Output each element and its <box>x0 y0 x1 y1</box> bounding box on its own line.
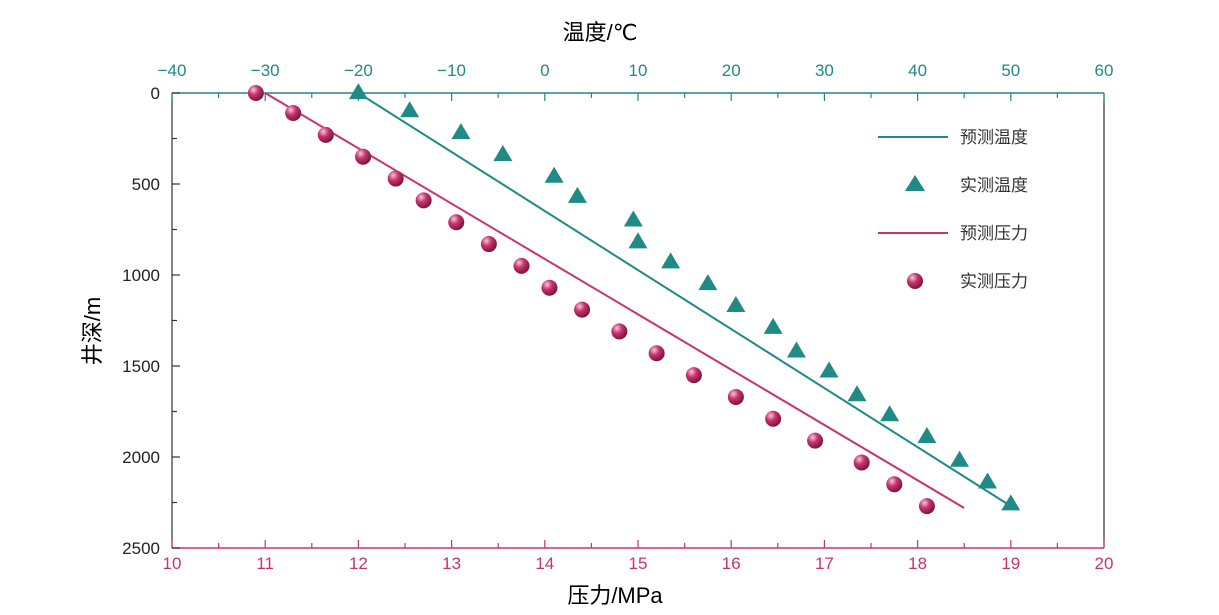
measured-temperature-point <box>819 361 839 378</box>
bottom-tick-label: 13 <box>442 554 461 573</box>
measured-temperature-point <box>950 450 970 467</box>
legend-circle-swatch <box>907 273 923 289</box>
measured-pressure-point <box>918 498 935 515</box>
measured-pressure-point <box>513 257 530 274</box>
measured-pressure-point <box>727 388 744 405</box>
predicted-temperature-line <box>357 92 1012 507</box>
bottom-tick-label: 11 <box>256 554 274 573</box>
measured-temperature-point <box>400 101 420 118</box>
left-axis-title: 井深/m <box>80 297 105 365</box>
bottom-tick-label: 19 <box>1001 554 1020 573</box>
top-tick-label: 30 <box>815 61 834 80</box>
measured-temperature-point <box>348 83 368 100</box>
measured-pressure-point <box>355 148 372 165</box>
measured-pressure-point <box>648 345 665 362</box>
left-tick-label: 1500 <box>122 357 160 376</box>
measured-pressure-point <box>765 410 782 427</box>
top-tick-label: −30 <box>251 61 280 80</box>
axis-ticks <box>171 92 1105 549</box>
series-marks <box>247 83 1021 515</box>
bottom-axis-title: 压力/MPa <box>567 583 663 608</box>
measured-temperature-point <box>786 341 806 358</box>
measured-temperature-point <box>726 296 746 313</box>
bottom-tick-label: 15 <box>629 554 648 573</box>
measured-temperature-point <box>451 123 471 140</box>
measured-temperature-point <box>544 166 564 183</box>
plot-frame <box>171 92 1105 549</box>
measured-pressure-point <box>541 279 558 296</box>
measured-temperature-point <box>628 232 648 249</box>
left-tick-label: 2500 <box>122 539 160 558</box>
top-tick-label: −10 <box>437 61 466 80</box>
top-tick-label: 60 <box>1095 61 1114 80</box>
measured-pressure-point <box>317 126 334 143</box>
measured-temperature-point <box>847 385 867 402</box>
measured-pressure-point <box>480 236 497 253</box>
measured-temperature-point <box>880 405 900 422</box>
bottom-tick-label: 20 <box>1095 554 1114 573</box>
legend-triangle-swatch <box>905 175 925 191</box>
measured-pressure-point <box>448 214 465 231</box>
left-tick-label: 500 <box>132 175 160 194</box>
measured-temperature-point <box>917 427 937 444</box>
legend-label: 预测压力 <box>960 224 1028 243</box>
top-tick-label: 0 <box>540 61 549 80</box>
measured-temperature-point <box>698 274 718 291</box>
measured-pressure-point <box>685 367 702 384</box>
measured-pressure-point <box>415 192 432 209</box>
legend-label: 预测温度 <box>960 128 1028 147</box>
measured-pressure-point <box>853 454 870 471</box>
left-tick-label: 0 <box>151 84 160 103</box>
top-tick-label: −40 <box>158 61 187 80</box>
predicted-pressure-line <box>264 92 965 509</box>
bottom-tick-label: 16 <box>722 554 741 573</box>
bottom-tick-label: 14 <box>535 554 554 573</box>
measured-pressure-point <box>247 85 264 101</box>
legend-label: 实测压力 <box>960 272 1028 291</box>
measured-temperature-point <box>623 210 643 227</box>
measured-temperature-point <box>661 252 681 269</box>
bottom-tick-label: 12 <box>349 554 368 573</box>
left-tick-label: 1000 <box>122 266 160 285</box>
measured-temperature-point <box>493 144 513 161</box>
tick-labels: −40 −30 −20 −10 0 10 20 30 40 50 60 10 11 12 13 14 15 16 1… <box>122 61 1113 573</box>
measured-temperature-point <box>1001 494 1021 511</box>
measured-temperature-point <box>763 317 783 334</box>
measured-temperature-point <box>567 186 587 203</box>
top-axis-title: 温度/℃ <box>563 20 638 45</box>
top-tick-label: 50 <box>1001 61 1020 80</box>
measured-pressure-point <box>574 301 591 318</box>
bottom-tick-label: 18 <box>908 554 927 573</box>
measured-temperature-point <box>978 472 997 489</box>
top-tick-label: −20 <box>344 61 373 80</box>
measured-pressure-point <box>807 432 824 449</box>
bottom-tick-label: 10 <box>163 554 182 573</box>
measured-pressure-point <box>285 105 302 122</box>
measured-pressure-point <box>611 323 628 340</box>
bottom-tick-label: 17 <box>815 554 834 573</box>
legend-label: 实测温度 <box>960 176 1028 195</box>
top-tick-label: 20 <box>722 61 741 80</box>
measured-pressure-point <box>387 170 404 187</box>
top-tick-label: 40 <box>908 61 927 80</box>
top-tick-label: 10 <box>629 61 648 80</box>
left-tick-label: 2000 <box>122 448 160 467</box>
measured-pressure-point <box>886 476 903 493</box>
